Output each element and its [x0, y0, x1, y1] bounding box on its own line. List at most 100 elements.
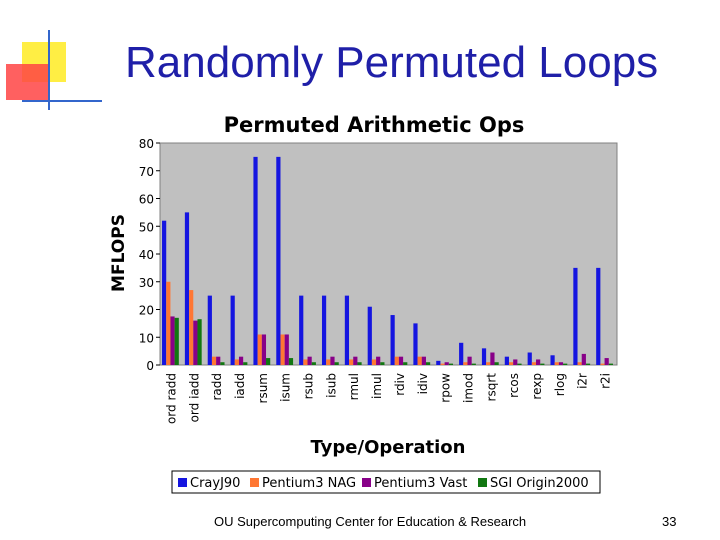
bar [527, 352, 532, 365]
x-axis-label: Type/Operation [311, 437, 466, 458]
legend-entry: Pentium3 Vast [374, 476, 467, 491]
bar [371, 359, 377, 365]
y-tick-label: 70 [139, 165, 154, 179]
x-tick-label: i2r [576, 373, 590, 389]
x-tick-label: radd [210, 373, 224, 401]
legend-entry: Pentium3 NAG [262, 476, 356, 491]
bar [467, 356, 472, 365]
bar [299, 295, 304, 365]
y-tick-label: 10 [139, 331, 154, 345]
bar [349, 359, 354, 365]
bar [276, 156, 281, 365]
bar [257, 334, 262, 365]
x-tick-label: rexp [530, 373, 544, 400]
bar [162, 220, 167, 365]
deco-vertical-line [48, 30, 50, 110]
y-tick-label: 80 [139, 137, 154, 151]
legend-swatch [478, 478, 487, 487]
bar [425, 362, 431, 365]
slide-title: Randomly Permuted Loops [125, 38, 659, 87]
bar [417, 356, 422, 365]
x-tick-label: rcos [507, 373, 521, 398]
bar [380, 362, 385, 365]
bar [207, 295, 212, 365]
bar [253, 156, 258, 365]
bar [577, 362, 582, 365]
bar [563, 363, 568, 365]
bar [303, 359, 308, 365]
legend-entry: CrayJ90 [190, 476, 240, 491]
bar [166, 281, 171, 365]
bar [353, 356, 358, 365]
y-tick-label: 40 [139, 248, 154, 262]
y-tick-label: 0 [146, 359, 154, 373]
bar [413, 323, 418, 365]
y-tick-label: 50 [139, 220, 154, 234]
x-tick-label: rsqrt [484, 373, 498, 402]
bar [581, 353, 586, 365]
bar [436, 360, 441, 365]
bar [558, 362, 564, 365]
x-tick-label: rlog [553, 373, 567, 396]
x-tick-label: iadd [233, 373, 247, 399]
x-tick-label: ord radd [164, 373, 178, 424]
legend-swatch [178, 478, 187, 487]
chart-title: Permuted Arithmetic Ops [224, 113, 525, 137]
bar [330, 356, 335, 365]
x-tick-label: rdiv [393, 373, 407, 396]
bar [216, 356, 221, 365]
x-tick-label: imul [370, 373, 384, 399]
bar [238, 356, 244, 365]
x-tick-label: isum [279, 373, 293, 402]
bar [481, 348, 487, 365]
bar [170, 316, 175, 365]
legend-entry: SGI Origin2000 [490, 476, 589, 491]
x-tick-label: idiv [416, 373, 430, 394]
bar [184, 212, 190, 365]
y-tick-label: 60 [139, 193, 154, 207]
x-tick-label: rpow [439, 373, 453, 403]
bar [508, 362, 514, 365]
y-tick-label: 30 [139, 276, 154, 290]
bar [486, 362, 491, 365]
deco-horizontal-line [22, 100, 102, 102]
bar [531, 362, 537, 365]
footer-text: OU Supercomputing Center for Education &… [214, 514, 527, 529]
bar [234, 359, 239, 365]
bar [421, 356, 426, 365]
bar [471, 363, 476, 365]
bar [604, 358, 609, 365]
bar [261, 334, 267, 365]
bar [398, 356, 404, 365]
bar [243, 362, 248, 365]
bar [394, 356, 399, 365]
bar [494, 362, 499, 365]
bar [344, 295, 350, 365]
bar [463, 362, 468, 365]
x-tick-label: isub [324, 373, 338, 398]
x-tick-label: rsum [256, 373, 270, 403]
y-axis-label: MFLOPS [109, 214, 129, 292]
bar [403, 362, 408, 365]
bar [197, 319, 202, 365]
bar [448, 363, 454, 365]
bar [367, 306, 372, 365]
page-number: 33 [662, 514, 677, 529]
bar [326, 359, 331, 365]
x-tick-label: rmul [347, 373, 361, 400]
legend-box [171, 470, 601, 494]
bar [321, 295, 327, 365]
deco-red-square [6, 64, 48, 100]
legend-swatch [250, 478, 259, 487]
y-tick-label: 20 [139, 304, 154, 318]
bar [550, 355, 555, 365]
bar [490, 352, 495, 365]
bar [596, 267, 601, 365]
bar [585, 363, 591, 365]
bar [220, 362, 225, 365]
bar [280, 334, 285, 365]
bar [573, 267, 578, 365]
bar [513, 359, 518, 365]
bar [311, 362, 316, 365]
